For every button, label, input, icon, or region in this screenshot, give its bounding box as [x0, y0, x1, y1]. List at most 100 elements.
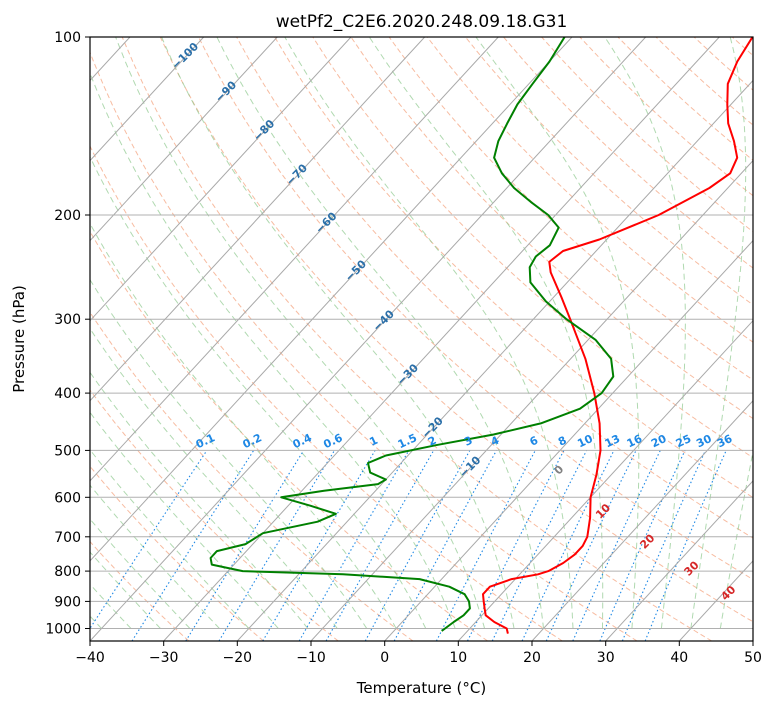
- y-tick-label: 200: [54, 208, 81, 224]
- mixing-ratio-label: 10: [575, 432, 595, 450]
- isotherm-line: [90, 37, 647, 641]
- isotherm-line: [90, 37, 573, 562]
- y-tick-label: 500: [54, 443, 81, 459]
- y-tick-label: 700: [54, 530, 81, 546]
- mixing-ratio-line: [364, 450, 471, 641]
- mixing-ratio-label: 36: [715, 432, 735, 450]
- x-tick-label: 10: [449, 650, 467, 666]
- dry-adiabat: [90, 311, 414, 641]
- x-tick-label: −30: [149, 650, 179, 666]
- isotherm-line: [90, 37, 352, 322]
- moist-adiabat: [161, 37, 515, 629]
- mixing-ratio-line: [545, 450, 637, 641]
- dry-adiabat: [198, 37, 753, 581]
- x-tick-label: 50: [744, 650, 762, 666]
- isotherm-line: [310, 159, 753, 641]
- x-tick-label: −10: [296, 650, 326, 666]
- mixing-ratio-label: 30: [694, 432, 714, 450]
- dry-adiabat: [312, 37, 753, 459]
- background-lines: [90, 37, 753, 641]
- isotherm-line: [90, 37, 278, 242]
- moist-adiabat: [90, 411, 279, 629]
- mixing-ratio-line: [185, 450, 305, 641]
- dry-adiabat: [236, 37, 753, 539]
- isotherm-line: [236, 79, 753, 641]
- plot-frame: [89, 36, 754, 642]
- isotherm-line: [678, 560, 753, 641]
- moist-adiabat: [90, 371, 309, 629]
- mixing-ratio-label: 3: [462, 434, 474, 449]
- isotherm-line: [457, 319, 753, 641]
- isotherm-line: [90, 37, 499, 482]
- x-tick-label: 30: [597, 650, 615, 666]
- dry-adiabat: [579, 37, 753, 197]
- mixing-ratio-label: 25: [674, 432, 693, 450]
- moist-adiabat: [690, 37, 747, 629]
- dry-adiabat: [90, 144, 563, 641]
- isotherm-line: [0, 37, 56, 641]
- mixing-ratio-line: [644, 450, 727, 641]
- isotherm-line: [163, 37, 720, 641]
- y-tick-label: 800: [54, 564, 81, 580]
- isotherm-line: [752, 640, 753, 641]
- mixing-ratio-line: [467, 450, 565, 641]
- dewpoint-line: [209, 37, 615, 632]
- x-tick-label: −40: [75, 650, 105, 666]
- mixing-ratio-line: [491, 450, 588, 641]
- x-axis: −40 −30 −20 −10 0 10 20 30 40 50: [75, 641, 762, 666]
- mixing-ratio-label: 6: [528, 434, 541, 449]
- moist-adiabat: [216, 37, 544, 629]
- y-tick-label: 400: [54, 386, 81, 402]
- dry-adiabat: [90, 389, 339, 641]
- moist-adiabat: [604, 37, 686, 629]
- dry-adiabat: [90, 540, 190, 641]
- mixing-ratio-line: [131, 450, 255, 641]
- isotherm-line: [531, 400, 753, 641]
- mixing-ratio-line: [572, 450, 661, 641]
- isotherm-line: [90, 37, 205, 162]
- dry-adiabat: [159, 37, 753, 623]
- x-tick-label: 40: [670, 650, 688, 666]
- mixing-ratio-line: [298, 450, 410, 641]
- mixing-ratio-label: 1.5: [396, 431, 419, 451]
- mixing-ratio-label: 13: [603, 432, 622, 450]
- y-tick-label: 600: [54, 490, 81, 506]
- moist-adiabat: [90, 327, 338, 629]
- mixing-ratio-label: 0.1: [194, 431, 217, 451]
- moist-adiabat: [115, 37, 486, 629]
- x-tick-label: 20: [523, 650, 541, 666]
- moist-adiabat: [719, 449, 753, 629]
- x-tick-label: −20: [223, 650, 253, 666]
- chart-title: wetPf2_C2E6.2020.248.09.18.G31: [276, 12, 568, 32]
- y-tick-label: 900: [54, 594, 81, 610]
- moist-adiabat: [284, 37, 574, 629]
- moist-adiabat-label: 0: [552, 463, 567, 478]
- y-axis-label: Pressure (hPa): [10, 285, 28, 393]
- mixing-ratio-line: [621, 450, 706, 641]
- dry-adiabat: [731, 37, 753, 57]
- mixing-ratio-label: 20: [649, 432, 669, 450]
- chart-series: [209, 37, 753, 634]
- mixing-ratio-line: [90, 450, 208, 630]
- y-tick-label: 300: [54, 312, 81, 328]
- mixing-ratio-line: [325, 450, 435, 641]
- mixing-ratio-label: 1: [367, 434, 379, 449]
- moist-adiabat: [90, 518, 191, 629]
- moist-adiabat: [90, 72, 456, 629]
- isotherm-line: [605, 480, 753, 641]
- moist-adiabat: [90, 278, 368, 629]
- dry-adiabat: [655, 37, 753, 126]
- moist-adiabat: [90, 222, 397, 629]
- dry-adiabat: [90, 465, 264, 641]
- x-axis-label: Temperature (°C): [356, 679, 486, 697]
- y-tick-label: 100: [54, 30, 81, 46]
- mixing-ratio-label: 8: [556, 434, 568, 449]
- isoline-labels: 0.1 0.2 0.4 0.6 1 1.5 2 3 4 6 8 10 13 16 20 25 30 36−100−…: [169, 40, 738, 603]
- moist-adiabat-label: 40: [718, 583, 738, 603]
- moist-adiabat: [368, 37, 604, 629]
- dry-adiabat: [388, 37, 753, 381]
- mixing-ratio-line: [262, 450, 376, 641]
- dry-adiabat: [541, 37, 753, 233]
- isotherm-line: [90, 37, 426, 402]
